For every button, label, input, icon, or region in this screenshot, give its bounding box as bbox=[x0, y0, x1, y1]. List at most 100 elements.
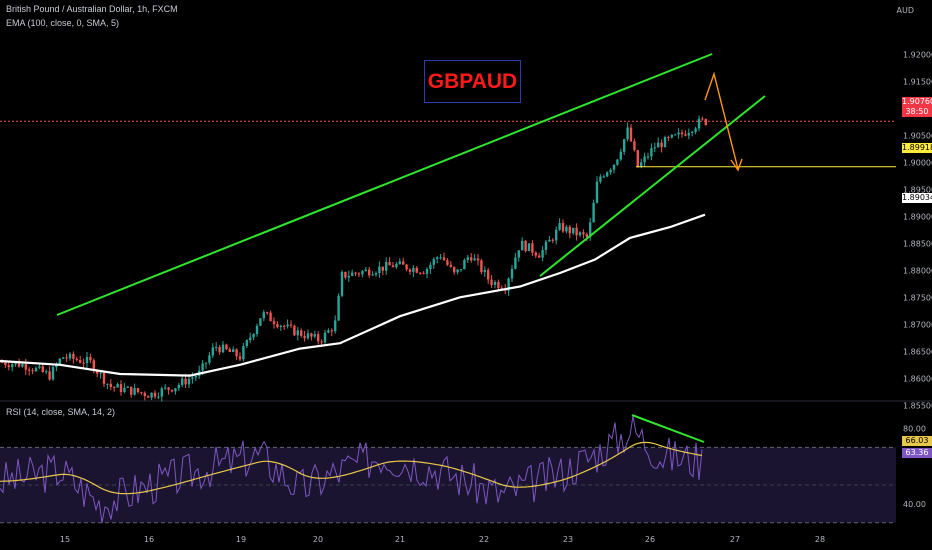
candle-body bbox=[538, 255, 541, 258]
candle-body bbox=[181, 378, 184, 385]
candle-body bbox=[704, 119, 707, 125]
ema-price-tag: 1.89034 bbox=[902, 193, 932, 203]
candle-body bbox=[130, 386, 133, 395]
rsi-divergence-line bbox=[631, 414, 705, 443]
candle-body bbox=[337, 295, 340, 321]
candle-body bbox=[466, 257, 469, 260]
candle-body bbox=[330, 330, 333, 332]
rsi-line bbox=[0, 415, 703, 523]
ema-legend[interactable]: EMA (100, close, 0, SMA, 5) bbox=[6, 18, 120, 28]
price-tick-label: 1.85500 bbox=[903, 401, 932, 410]
candle-body bbox=[160, 388, 163, 397]
rsi-axis[interactable]: 80.00 40.00 bbox=[903, 425, 926, 509]
candle-body bbox=[480, 260, 483, 273]
candle-body bbox=[184, 378, 187, 385]
candle-body bbox=[374, 273, 378, 275]
price-tick-label: 1.89000 bbox=[903, 212, 932, 221]
candle-body bbox=[354, 272, 357, 274]
candle-body bbox=[327, 330, 330, 333]
candle-body bbox=[126, 386, 129, 388]
candle-body bbox=[344, 271, 347, 278]
candle-body bbox=[252, 334, 255, 338]
candle-body bbox=[310, 333, 313, 337]
candle-body bbox=[561, 223, 565, 232]
candle-body bbox=[694, 128, 697, 132]
candle-body bbox=[415, 267, 418, 273]
candle-body bbox=[476, 258, 480, 261]
candle-body bbox=[242, 346, 245, 360]
candle-body bbox=[663, 137, 667, 148]
candle-body bbox=[187, 378, 191, 385]
candle-body bbox=[296, 330, 299, 336]
candle-body bbox=[4, 362, 7, 366]
candle-body bbox=[89, 356, 92, 361]
candle-body bbox=[524, 240, 527, 252]
candle-body bbox=[320, 341, 323, 343]
candle-body bbox=[660, 142, 663, 148]
candle-body bbox=[255, 325, 259, 335]
candle-body bbox=[493, 282, 497, 285]
candle-body bbox=[24, 363, 27, 370]
candle-body bbox=[123, 387, 126, 392]
candle-body bbox=[167, 387, 170, 390]
candle-body bbox=[439, 257, 442, 259]
candle-body bbox=[670, 134, 673, 138]
candle-body bbox=[422, 272, 425, 274]
candle-body bbox=[602, 176, 605, 178]
time-tick-label: 19 bbox=[236, 535, 246, 544]
price-tick-label: 1.90500 bbox=[903, 131, 932, 140]
candle-body bbox=[41, 366, 44, 373]
candle-body bbox=[157, 396, 160, 398]
currency-label: AUD bbox=[896, 6, 915, 15]
candle-body bbox=[201, 363, 204, 371]
candle-body bbox=[589, 222, 592, 237]
candle-body bbox=[170, 389, 174, 392]
candle-body bbox=[221, 344, 225, 353]
candle-body bbox=[75, 358, 78, 361]
candle-body bbox=[211, 347, 214, 356]
rsi-value-tag: 63.36 bbox=[902, 448, 932, 458]
candle-body bbox=[544, 241, 548, 250]
candle-body bbox=[143, 392, 146, 397]
rsi-ma-line bbox=[0, 441, 703, 495]
last-price-value: 1.90760 bbox=[902, 97, 932, 106]
candle-body bbox=[17, 362, 21, 367]
time-tick-label: 20 bbox=[313, 535, 323, 544]
candle-body bbox=[378, 266, 381, 274]
candle-body bbox=[517, 250, 520, 258]
candle-body bbox=[381, 266, 384, 271]
time-axis[interactable]: 15 16 19 20 21 22 23 26 27 28 bbox=[60, 535, 825, 544]
symbol-legend[interactable]: British Pound / Australian Dollar, 1h, F… bbox=[6, 4, 178, 14]
gbpaud-annotation: GBPAUD bbox=[424, 60, 521, 103]
candle-body bbox=[578, 232, 582, 236]
candle-body bbox=[405, 264, 408, 270]
candle-body bbox=[289, 324, 293, 326]
candle-body bbox=[558, 223, 561, 230]
candle-body bbox=[286, 324, 289, 327]
candle-body bbox=[592, 202, 595, 223]
candle-body bbox=[235, 349, 238, 357]
candle-body bbox=[398, 261, 401, 264]
candle-body bbox=[259, 318, 262, 326]
candle-body bbox=[14, 362, 17, 365]
time-tick-label: 16 bbox=[144, 535, 154, 544]
candle-body bbox=[51, 367, 55, 380]
candle-body bbox=[364, 269, 367, 272]
candle-body bbox=[667, 137, 670, 139]
candle-body bbox=[599, 176, 602, 182]
candle-body bbox=[483, 270, 486, 273]
candle-body bbox=[449, 264, 452, 267]
candle-body bbox=[323, 332, 327, 343]
candle-body bbox=[432, 259, 435, 265]
candle-body bbox=[582, 232, 585, 235]
candle-body bbox=[150, 392, 153, 398]
rsi-legend[interactable]: RSI (14, close, SMA, 14, 2) bbox=[6, 407, 116, 417]
candle-body bbox=[497, 282, 500, 289]
projection-arrow bbox=[704, 71, 739, 170]
time-tick-label: 23 bbox=[563, 535, 573, 544]
candle-body bbox=[636, 150, 639, 168]
candle-body bbox=[92, 360, 95, 372]
candle-body bbox=[102, 372, 106, 384]
candle-body bbox=[616, 159, 619, 165]
